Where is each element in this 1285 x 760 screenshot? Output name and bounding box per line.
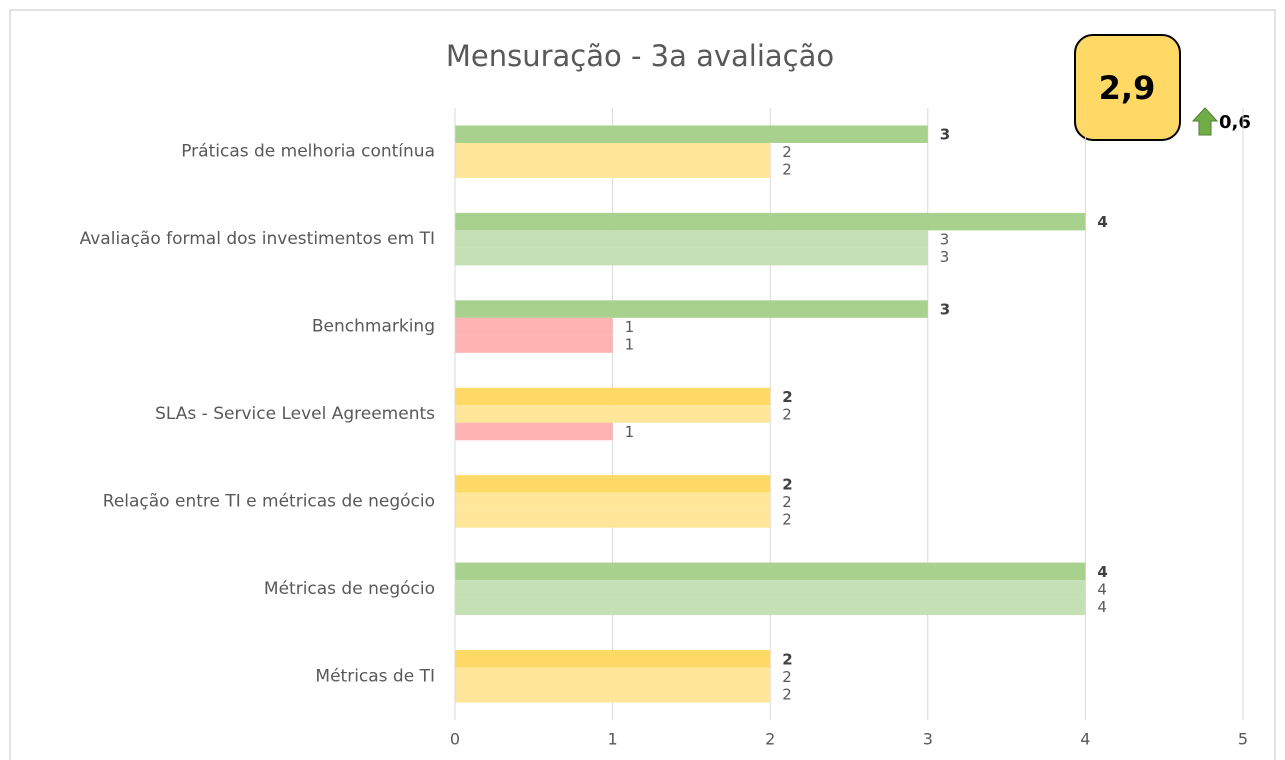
value-label: 2 <box>782 650 792 668</box>
category-label: SLAs - Service Level Agreements <box>155 404 435 424</box>
value-label: 1 <box>625 423 635 441</box>
value-label: 3 <box>940 231 950 249</box>
value-label: 3 <box>940 248 950 266</box>
category-label: Métricas de TI <box>315 666 435 686</box>
x-tick-label: 1 <box>608 730 618 749</box>
value-label: 3 <box>940 301 950 319</box>
value-label: 4 <box>1097 598 1107 616</box>
bar <box>455 405 771 423</box>
up-arrow <box>1191 107 1219 136</box>
value-label: 2 <box>782 493 792 511</box>
score-box <box>1074 34 1181 141</box>
bar <box>455 300 928 318</box>
bar <box>455 317 613 336</box>
value-label: 2 <box>782 161 792 179</box>
value-label: 3 <box>940 126 950 144</box>
bar <box>455 335 613 353</box>
chart-title: Mensuração - 3a avaliação <box>446 39 834 73</box>
change: 0,6 <box>1219 112 1251 133</box>
value-label: 2 <box>782 685 792 703</box>
x-tick-label: 4 <box>1080 730 1090 749</box>
bar <box>455 492 771 511</box>
value-label: 2 <box>782 388 792 406</box>
category-label: Benchmarking <box>312 317 435 337</box>
value-label: 2 <box>782 406 792 424</box>
bar <box>455 142 771 161</box>
value-label: 1 <box>625 318 635 336</box>
bar <box>455 562 1086 581</box>
value-label: 4 <box>1097 213 1107 231</box>
bar <box>455 597 1086 616</box>
bar <box>455 475 771 493</box>
value-label: 1 <box>625 336 635 354</box>
category-label: Avaliação formal dos investimentos em TI <box>80 229 435 249</box>
bar <box>455 650 771 668</box>
x-tick-label: 0 <box>450 730 460 749</box>
value-label: 4 <box>1097 563 1107 581</box>
bar <box>455 125 928 143</box>
category-label: Relação entre TI e métricas de negócio <box>103 491 435 511</box>
bar <box>455 685 771 703</box>
value-label: 2 <box>782 510 792 528</box>
x-tick-label: 5 <box>1238 730 1248 749</box>
bar <box>455 212 1086 231</box>
bar <box>455 510 771 528</box>
bar <box>455 247 928 266</box>
bar <box>455 160 771 178</box>
category-label: Métricas de negócio <box>264 579 435 599</box>
value-label: 2 <box>782 143 792 161</box>
category-label: Práticas de melhoria contínua <box>181 142 435 162</box>
x-tick-label: 2 <box>765 730 775 749</box>
bar <box>455 580 1086 598</box>
value-label: 2 <box>782 668 792 686</box>
value-label: 2 <box>782 475 792 493</box>
value-label: 4 <box>1097 580 1107 598</box>
bar <box>455 422 613 441</box>
bar <box>455 230 928 248</box>
bar <box>455 667 771 686</box>
score: 2,9 <box>1099 69 1156 107</box>
x-tick-label: 3 <box>923 730 933 749</box>
bar <box>455 387 771 406</box>
